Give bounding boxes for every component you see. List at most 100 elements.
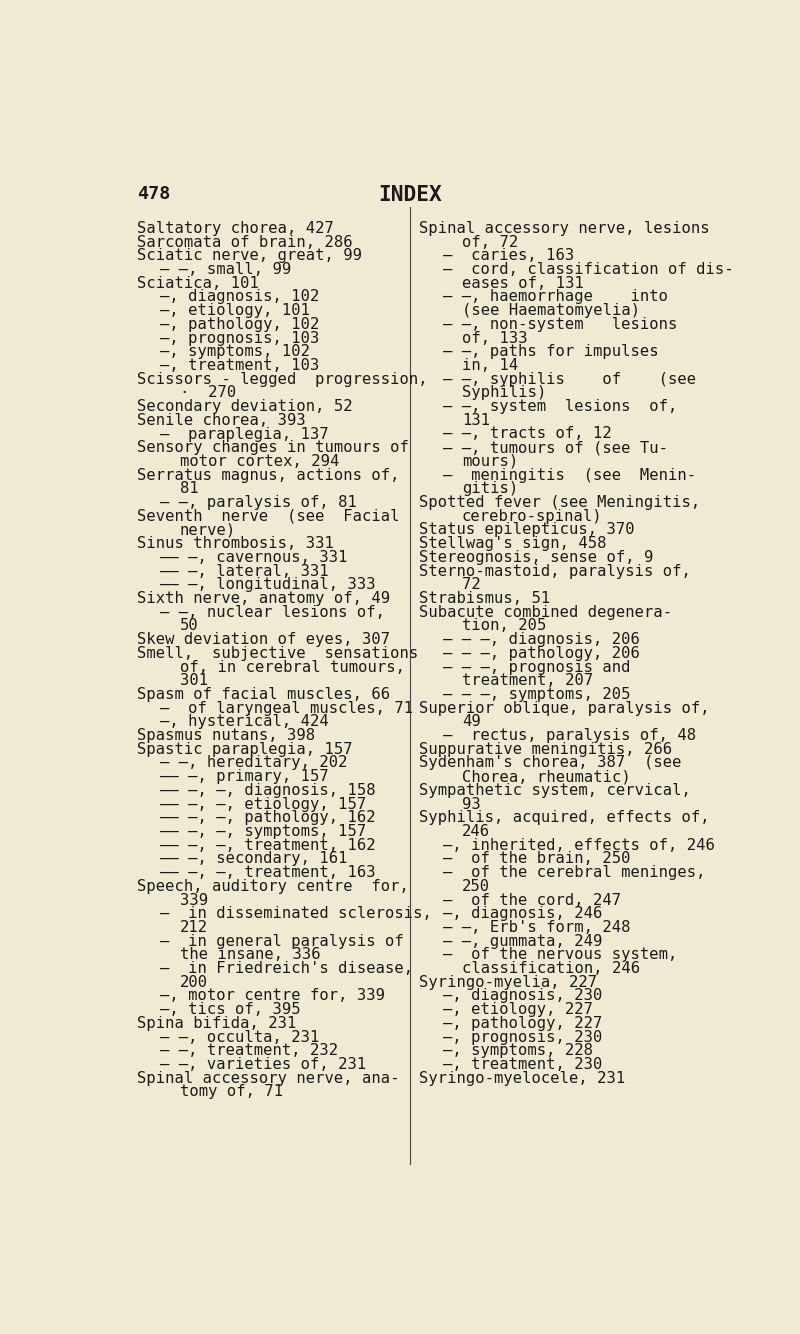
Text: eases of, 131: eases of, 131 [462, 276, 584, 291]
Text: —, pathology, 227: —, pathology, 227 [442, 1017, 602, 1031]
Text: treatment, 207: treatment, 207 [462, 674, 593, 688]
Text: Spotted fever (see Meningitis,: Spotted fever (see Meningitis, [419, 495, 701, 510]
Text: —, treatment, 230: —, treatment, 230 [442, 1057, 602, 1073]
Text: 212: 212 [180, 920, 208, 935]
Text: Spinal accessory nerve, lesions: Spinal accessory nerve, lesions [419, 221, 710, 236]
Text: ·  270: · 270 [180, 386, 236, 400]
Text: —, prognosis, 230: —, prognosis, 230 [442, 1030, 602, 1045]
Text: of, in cerebral tumours,: of, in cerebral tumours, [180, 659, 405, 675]
Text: Sciatic nerve, great, 99: Sciatic nerve, great, 99 [138, 248, 362, 263]
Text: —, motor centre for, 339: —, motor centre for, 339 [161, 988, 386, 1003]
Text: —  of the cerebral meninges,: — of the cerebral meninges, [442, 864, 705, 880]
Text: — —, paralysis of, 81: — —, paralysis of, 81 [161, 495, 358, 510]
Text: —  meningitis  (see  Menin-: — meningitis (see Menin- [442, 468, 696, 483]
Text: Stellwag's sign, 458: Stellwag's sign, 458 [419, 536, 606, 551]
Text: — — —, diagnosis, 206: — — —, diagnosis, 206 [442, 632, 639, 647]
Text: Skew deviation of eyes, 307: Skew deviation of eyes, 307 [138, 632, 390, 647]
Text: 81: 81 [180, 482, 198, 496]
Text: — —, system  lesions  of,: — —, system lesions of, [442, 399, 677, 414]
Text: —— —, —, pathology, 162: —— —, —, pathology, 162 [161, 810, 376, 826]
Text: — —, Erb's form, 248: — —, Erb's form, 248 [442, 920, 630, 935]
Text: 200: 200 [180, 975, 208, 990]
Text: 250: 250 [462, 879, 490, 894]
Text: Sydenham's chorea, 387  (see: Sydenham's chorea, 387 (see [419, 755, 682, 771]
Text: nerve): nerve) [180, 523, 236, 538]
Text: Strabismus, 51: Strabismus, 51 [419, 591, 550, 606]
Text: Saltatory chorea, 427: Saltatory chorea, 427 [138, 221, 334, 236]
Text: — —, occulta, 231: — —, occulta, 231 [161, 1030, 320, 1045]
Text: —, diagnosis, 102: —, diagnosis, 102 [161, 289, 320, 304]
Text: —, prognosis, 103: —, prognosis, 103 [161, 331, 320, 346]
Text: —, inherited, effects of, 246: —, inherited, effects of, 246 [442, 838, 714, 852]
Text: Spastic paraplegia, 157: Spastic paraplegia, 157 [138, 742, 353, 756]
Text: Speech, auditory centre  for,: Speech, auditory centre for, [138, 879, 409, 894]
Text: 50: 50 [180, 619, 198, 634]
Text: —— —, —, etiology, 157: —— —, —, etiology, 157 [161, 796, 366, 811]
Text: —  in disseminated sclerosis,: — in disseminated sclerosis, [161, 906, 432, 922]
Text: Smell,  subjective  sensations: Smell, subjective sensations [138, 646, 418, 660]
Text: 478: 478 [138, 184, 170, 203]
Text: Spasmus nutans, 398: Spasmus nutans, 398 [138, 728, 315, 743]
Text: 49: 49 [462, 714, 481, 730]
Text: —, pathology, 102: —, pathology, 102 [161, 317, 320, 332]
Text: —  of the cord, 247: — of the cord, 247 [442, 892, 621, 907]
Text: Seventh  nerve  (see  Facial: Seventh nerve (see Facial [138, 508, 400, 524]
Text: Sensory changes in tumours of: Sensory changes in tumours of [138, 440, 409, 455]
Text: — — —, symptoms, 205: — — —, symptoms, 205 [442, 687, 630, 702]
Text: — — —, pathology, 206: — — —, pathology, 206 [442, 646, 639, 660]
Text: —  caries, 163: — caries, 163 [442, 248, 574, 263]
Text: — — —, prognosis and: — — —, prognosis and [442, 659, 630, 675]
Text: —— —, primary, 157: —— —, primary, 157 [161, 770, 330, 784]
Text: Senile chorea, 393: Senile chorea, 393 [138, 412, 306, 428]
Text: — —, syphilis    of    (see: — —, syphilis of (see [442, 372, 696, 387]
Text: —  of the nervous system,: — of the nervous system, [442, 947, 677, 962]
Text: Sixth nerve, anatomy of, 49: Sixth nerve, anatomy of, 49 [138, 591, 390, 606]
Text: — —, gummata, 249: — —, gummata, 249 [442, 934, 602, 948]
Text: Scissors - legged  progression,: Scissors - legged progression, [138, 372, 428, 387]
Text: INDEX: INDEX [378, 184, 442, 204]
Text: — —, tumours of (see Tu-: — —, tumours of (see Tu- [442, 440, 667, 455]
Text: —  paraplegia, 137: — paraplegia, 137 [161, 427, 330, 442]
Text: 246: 246 [462, 824, 490, 839]
Text: 131: 131 [462, 412, 490, 428]
Text: —, symptoms, 102: —, symptoms, 102 [161, 344, 310, 359]
Text: —  cord, classification of dis-: — cord, classification of dis- [442, 261, 733, 277]
Text: Superior oblique, paralysis of,: Superior oblique, paralysis of, [419, 700, 710, 715]
Text: in, 14: in, 14 [462, 358, 518, 374]
Text: Subacute combined degenera-: Subacute combined degenera- [419, 604, 673, 620]
Text: Sterno-mastoid, paralysis of,: Sterno-mastoid, paralysis of, [419, 563, 691, 579]
Text: —, etiology, 101: —, etiology, 101 [161, 303, 310, 317]
Text: —— —, secondary, 161: —— —, secondary, 161 [161, 851, 348, 866]
Text: Syphilis, acquired, effects of,: Syphilis, acquired, effects of, [419, 810, 710, 826]
Text: Chorea, rheumatic): Chorea, rheumatic) [462, 770, 630, 784]
Text: Serratus magnus, actions of,: Serratus magnus, actions of, [138, 468, 400, 483]
Text: classification, 246: classification, 246 [462, 960, 640, 976]
Text: 93: 93 [462, 796, 481, 811]
Text: —  rectus, paralysis of, 48: — rectus, paralysis of, 48 [442, 728, 696, 743]
Text: —, symptoms, 228: —, symptoms, 228 [442, 1043, 593, 1058]
Text: — —, small, 99: — —, small, 99 [161, 261, 292, 277]
Text: —  of the brain, 250: — of the brain, 250 [442, 851, 630, 866]
Text: Suppurative meningitis, 266: Suppurative meningitis, 266 [419, 742, 673, 756]
Text: —— —, —, treatment, 162: —— —, —, treatment, 162 [161, 838, 376, 852]
Text: —, diagnosis, 246: —, diagnosis, 246 [442, 906, 602, 922]
Text: —, hysterical, 424: —, hysterical, 424 [161, 714, 330, 730]
Text: —— —, —, treatment, 163: —— —, —, treatment, 163 [161, 864, 376, 880]
Text: —  in Friedreich's disease,: — in Friedreich's disease, [161, 960, 414, 976]
Text: 339: 339 [180, 892, 208, 907]
Text: —— —, lateral, 331: —— —, lateral, 331 [161, 563, 330, 579]
Text: —, diagnosis, 230: —, diagnosis, 230 [442, 988, 602, 1003]
Text: Spasm of facial muscles, 66: Spasm of facial muscles, 66 [138, 687, 390, 702]
Text: — —, treatment, 232: — —, treatment, 232 [161, 1043, 338, 1058]
Text: —— —, —, symptoms, 157: —— —, —, symptoms, 157 [161, 824, 366, 839]
Text: —, treatment, 103: —, treatment, 103 [161, 358, 320, 374]
Text: —— —, cavernous, 331: —— —, cavernous, 331 [161, 550, 348, 564]
Text: 301: 301 [180, 674, 208, 688]
Text: — —, nuclear lesions of,: — —, nuclear lesions of, [161, 604, 386, 620]
Text: —, tics of, 395: —, tics of, 395 [161, 1002, 301, 1017]
Text: —— —, —, diagnosis, 158: —— —, —, diagnosis, 158 [161, 783, 376, 798]
Text: Sarcomata of brain, 286: Sarcomata of brain, 286 [138, 235, 353, 249]
Text: Status epilepticus, 370: Status epilepticus, 370 [419, 523, 635, 538]
Text: — —, hereditary, 202: — —, hereditary, 202 [161, 755, 348, 771]
Text: gitis): gitis) [462, 482, 518, 496]
